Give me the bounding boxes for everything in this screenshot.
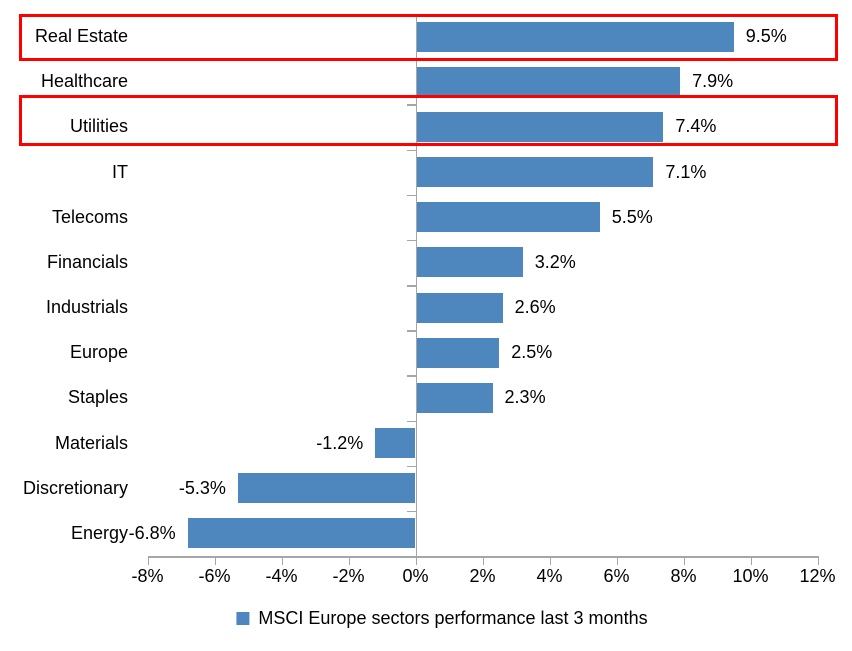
- x-axis-tick-label: -2%: [332, 566, 365, 586]
- x-axis-tick: [482, 556, 484, 566]
- category-label: Energy: [70, 522, 128, 543]
- category-tick: [406, 375, 416, 377]
- x-axis-tick: [549, 556, 551, 566]
- x-axis-tick-label: 10%: [732, 566, 769, 586]
- category-label: Discretionary: [22, 477, 128, 498]
- bar: [415, 382, 493, 413]
- x-axis-tick: [348, 556, 350, 566]
- value-label: 2.5%: [511, 342, 553, 363]
- value-label: 3.2%: [534, 251, 576, 272]
- x-axis-tick-label: 4%: [536, 566, 563, 586]
- legend-square-icon: [236, 612, 250, 625]
- bar: [237, 473, 416, 504]
- legend: MSCI Europe sectors performance last 3 m…: [236, 608, 648, 629]
- x-axis-tick-label: 12%: [799, 566, 836, 586]
- x-axis-tick-label: 8%: [670, 566, 697, 586]
- category-label: Staples: [67, 387, 128, 408]
- x-axis-tick: [817, 556, 819, 566]
- y-axis-line: [415, 14, 417, 557]
- category-label: Europe: [69, 342, 128, 363]
- highlight-box-utilities: [19, 95, 838, 146]
- legend-label: MSCI Europe sectors performance last 3 m…: [258, 608, 648, 628]
- category-tick: [406, 149, 416, 151]
- category-tick: [406, 239, 416, 242]
- category-label: Telecoms: [51, 206, 128, 227]
- category-tick: [406, 510, 416, 513]
- highlight-box-real-estate: [19, 14, 838, 61]
- bar: [415, 292, 503, 323]
- category-label: Utilities: [69, 116, 128, 137]
- x-axis-tick-label: 6%: [603, 566, 630, 586]
- category-tick: [406, 465, 416, 468]
- x-axis-tick-label: 0%: [402, 566, 429, 586]
- bar: [415, 111, 664, 142]
- value-label: -1.2%: [316, 432, 364, 453]
- bar: [415, 247, 523, 278]
- value-label: 5.5%: [611, 206, 653, 227]
- value-label: 7.4%: [675, 116, 717, 137]
- category-tick: [406, 330, 416, 332]
- x-axis-tick: [683, 556, 685, 566]
- category-tick: [406, 194, 416, 197]
- category-tick: [406, 285, 416, 287]
- x-axis-tick: [415, 556, 417, 566]
- x-axis-tick-label: -4%: [265, 566, 298, 586]
- bar: [415, 157, 654, 188]
- category-label: IT: [112, 161, 128, 182]
- x-axis-tick: [281, 556, 283, 566]
- bar: [415, 337, 500, 368]
- bar: [415, 202, 600, 233]
- value-label: 2.6%: [514, 297, 556, 318]
- category-label: Financials: [46, 251, 128, 272]
- bar: [187, 518, 416, 549]
- bar: [375, 428, 416, 459]
- value-label: 9.5%: [745, 26, 787, 47]
- value-label: 2.3%: [504, 387, 546, 408]
- category-label: Industrials: [45, 297, 128, 318]
- x-axis-tick: [214, 556, 216, 566]
- bar: [415, 21, 734, 52]
- category-tick: [406, 420, 416, 423]
- value-label: -5.3%: [178, 477, 226, 498]
- x-axis-tick-label: 2%: [469, 566, 496, 586]
- category-tick: [406, 104, 416, 106]
- x-axis-tick-label: -6%: [198, 566, 231, 586]
- category-label: Real Estate: [34, 26, 128, 47]
- bar: [415, 66, 681, 97]
- value-label: -6.8%: [128, 522, 176, 543]
- x-axis-tick-label: -8%: [131, 566, 164, 586]
- category-label: Materials: [54, 432, 128, 453]
- value-label: 7.9%: [692, 71, 734, 92]
- x-axis-tick: [147, 556, 149, 566]
- value-label: 7.1%: [665, 161, 707, 182]
- category-label: Healthcare: [40, 71, 128, 92]
- x-axis-tick: [750, 556, 752, 566]
- x-axis-tick: [616, 556, 618, 566]
